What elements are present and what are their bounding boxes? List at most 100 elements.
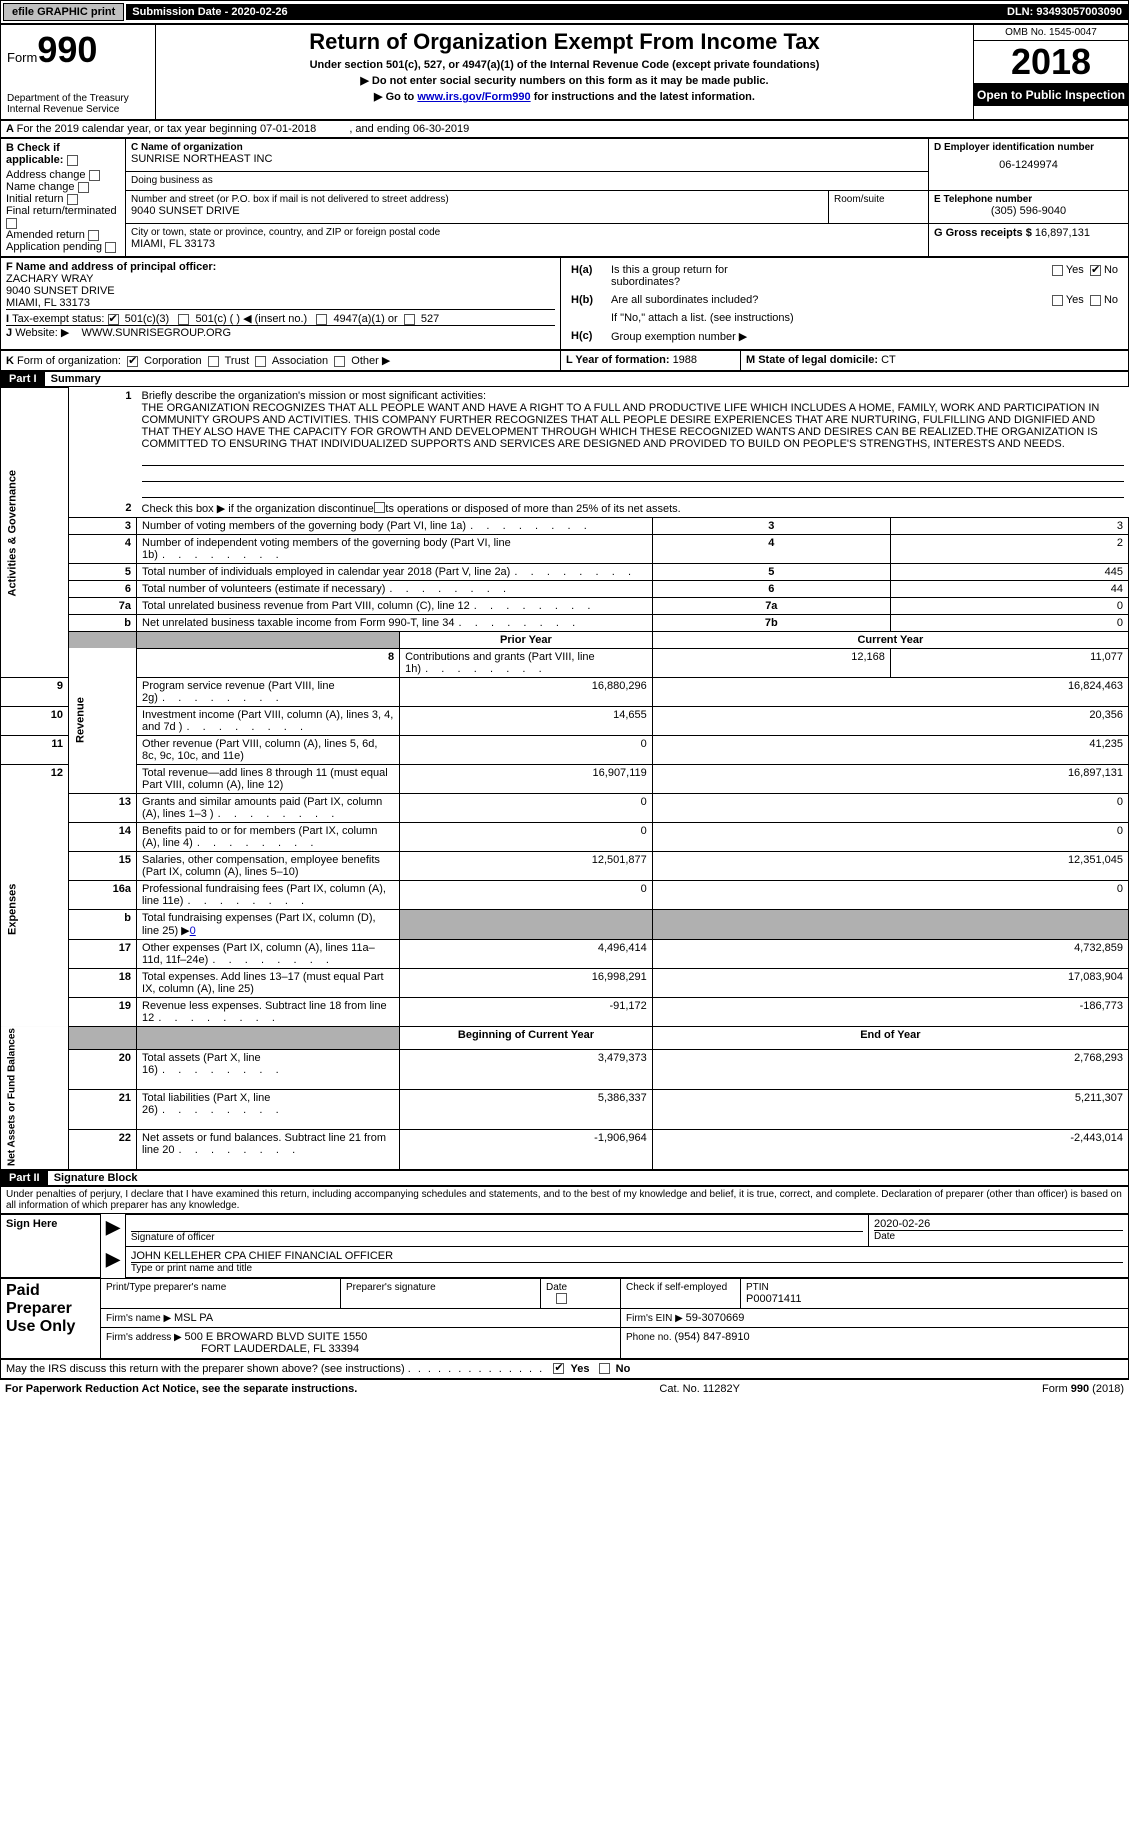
dba-label: Doing business as [131, 175, 923, 186]
website-value: WWW.SUNRISEGROUP.ORG [82, 327, 232, 339]
rev-c-2: 20,356 [652, 706, 1128, 735]
k-o2: Trust [225, 355, 250, 367]
city-value: MIAMI, FL 33173 [131, 238, 923, 250]
i-opt2: 501(c) ( ) ◀ (insert no.) [195, 313, 307, 325]
l-label: L Year of formation: [566, 354, 673, 366]
ha-label: H(a) [571, 264, 592, 276]
firm-ein: 59-3070669 [686, 1312, 745, 1324]
firm-addr1: 500 E BROWARD BLVD SUITE 1550 [185, 1331, 368, 1343]
na-c-2: -2,443,014 [652, 1129, 1128, 1169]
exp2-row-1: Total expenses. Add lines 13–17 (must eq… [137, 968, 400, 997]
line-a-end: , and ending 06-30-2019 [349, 123, 469, 135]
na-row-0: Total assets (Part X, line 16) [137, 1049, 400, 1089]
footer-mid: Cat. No. 11282Y [659, 1383, 740, 1395]
dept-line1: Department of the Treasury [7, 93, 149, 104]
checkbox-may-yes[interactable] [553, 1363, 564, 1374]
checkbox-final[interactable] [6, 218, 17, 229]
exp-16b-label: Total fundraising expenses (Part IX, col… [142, 912, 376, 937]
firm-ein-label: Firm's EIN ▶ [626, 1313, 686, 1324]
officer-name: ZACHARY WRAY [6, 273, 555, 285]
ptin-value: P00071411 [746, 1293, 1123, 1305]
ag-row-5: Net unrelated business taxable income fr… [137, 614, 653, 631]
part2-title: Signature Block [54, 1172, 138, 1184]
checkbox-may-no[interactable] [599, 1363, 610, 1374]
checkbox-name[interactable] [78, 182, 89, 193]
k-o4: Other ▶ [351, 355, 390, 367]
form-subtitle: Under section 501(c), 527, or 4947(a)(1)… [164, 59, 965, 71]
rev-p-3: 0 [400, 735, 653, 764]
checkbox-ha-yes[interactable] [1052, 265, 1063, 276]
submission-date: 2020-02-26 [231, 6, 287, 18]
firm-name-label: Firm's name ▶ [106, 1313, 174, 1324]
k-label: Form of organization: [17, 355, 121, 367]
checkbox-assoc[interactable] [255, 356, 266, 367]
ag-key-0: 3 [652, 517, 890, 534]
na-p-0: 3,479,373 [400, 1049, 653, 1089]
checkbox-527[interactable] [404, 314, 415, 325]
hdr-end: End of Year [652, 1026, 1128, 1049]
checkbox-501c[interactable] [178, 314, 189, 325]
ag-val-0: 3 [890, 517, 1128, 534]
hc-text: Group exemption number ▶ [611, 331, 747, 343]
checkbox-corp[interactable] [127, 356, 138, 367]
exp-c-0: 0 [652, 793, 1128, 822]
form-note2-pre: ▶ Go to [374, 91, 417, 103]
na-row-2: Net assets or fund balances. Subtract li… [137, 1129, 400, 1169]
arrow-icon-2: ▶ [106, 1249, 120, 1269]
rev-p-1: 16,880,296 [400, 677, 653, 706]
checkbox-501c3[interactable] [108, 314, 119, 325]
rev-row-0: Contributions and grants (Part VIII, lin… [400, 648, 653, 677]
k-o3: Association [272, 355, 328, 367]
e-label: E Telephone number [934, 194, 1123, 205]
l-value: 1988 [673, 354, 697, 366]
na-p-1: 5,386,337 [400, 1089, 653, 1129]
prep-c5: PTIN [746, 1282, 1123, 1293]
efile-button[interactable]: efile GRAPHIC print [3, 3, 124, 21]
checkbox-trust[interactable] [208, 356, 219, 367]
checkbox-address[interactable] [89, 170, 100, 181]
part1-label: Part I [1, 372, 45, 386]
na-c-0: 2,768,293 [652, 1049, 1128, 1089]
preparer-table: Paid Preparer Use Only Print/Type prepar… [0, 1278, 1129, 1359]
checkbox-other[interactable] [334, 356, 345, 367]
firm-phone-label: Phone no. [626, 1332, 674, 1343]
rev-p-0: 12,168 [652, 648, 890, 677]
dln-value: 93493057003090 [1036, 6, 1122, 18]
i-opt3: 4947(a)(1) or [333, 313, 397, 325]
i-opt1: 501(c)(3) [125, 313, 170, 325]
m-label: M State of legal domicile: [746, 354, 881, 366]
no-3: No [616, 1363, 631, 1375]
part2-label: Part II [1, 1171, 48, 1185]
checkbox-hb-no[interactable] [1090, 295, 1101, 306]
m-value: CT [881, 354, 896, 366]
form-prefix: Form [7, 50, 37, 65]
may-discuss: May the IRS discuss this return with the… [0, 1359, 1129, 1379]
ag-row-1: Number of independent voting members of … [137, 534, 653, 563]
dept-line2: Internal Revenue Service [7, 104, 149, 115]
checkbox-applicable[interactable] [67, 155, 78, 166]
part2-header: Part II Signature Block [0, 1170, 1129, 1186]
irs-link[interactable]: www.irs.gov/Form990 [417, 91, 530, 103]
yes-2: Yes [1066, 294, 1084, 306]
checkbox-4947[interactable] [316, 314, 327, 325]
exp-row-1: Benefits paid to or for members (Part IX… [137, 822, 400, 851]
checkbox-ha-no[interactable] [1090, 265, 1101, 276]
d-label: D Employer identification number [934, 142, 1123, 153]
checkbox-amended[interactable] [88, 230, 99, 241]
checkbox-pending[interactable] [105, 242, 116, 253]
tax-year: 2018 [974, 41, 1128, 84]
exp-row-0: Grants and similar amounts paid (Part IX… [137, 793, 400, 822]
k-o1: Corporation [144, 355, 201, 367]
sig-of-label: Signature of officer [131, 1232, 863, 1243]
checkbox-l2[interactable] [374, 502, 385, 513]
firm-phone: (954) 847-8910 [674, 1331, 749, 1343]
ag-key-3: 6 [652, 580, 890, 597]
checkbox-self-employed[interactable] [556, 1293, 567, 1304]
hdr-beg: Beginning of Current Year [400, 1026, 653, 1049]
checkbox-hb-yes[interactable] [1052, 295, 1063, 306]
firm-addr2: FORT LAUDERDALE, FL 33394 [201, 1343, 359, 1355]
officer-print-label: Type or print name and title [131, 1263, 1123, 1274]
checkbox-initial[interactable] [67, 194, 78, 205]
i-label: Tax-exempt status: [12, 313, 104, 325]
hdr-prior: Prior Year [400, 631, 653, 648]
